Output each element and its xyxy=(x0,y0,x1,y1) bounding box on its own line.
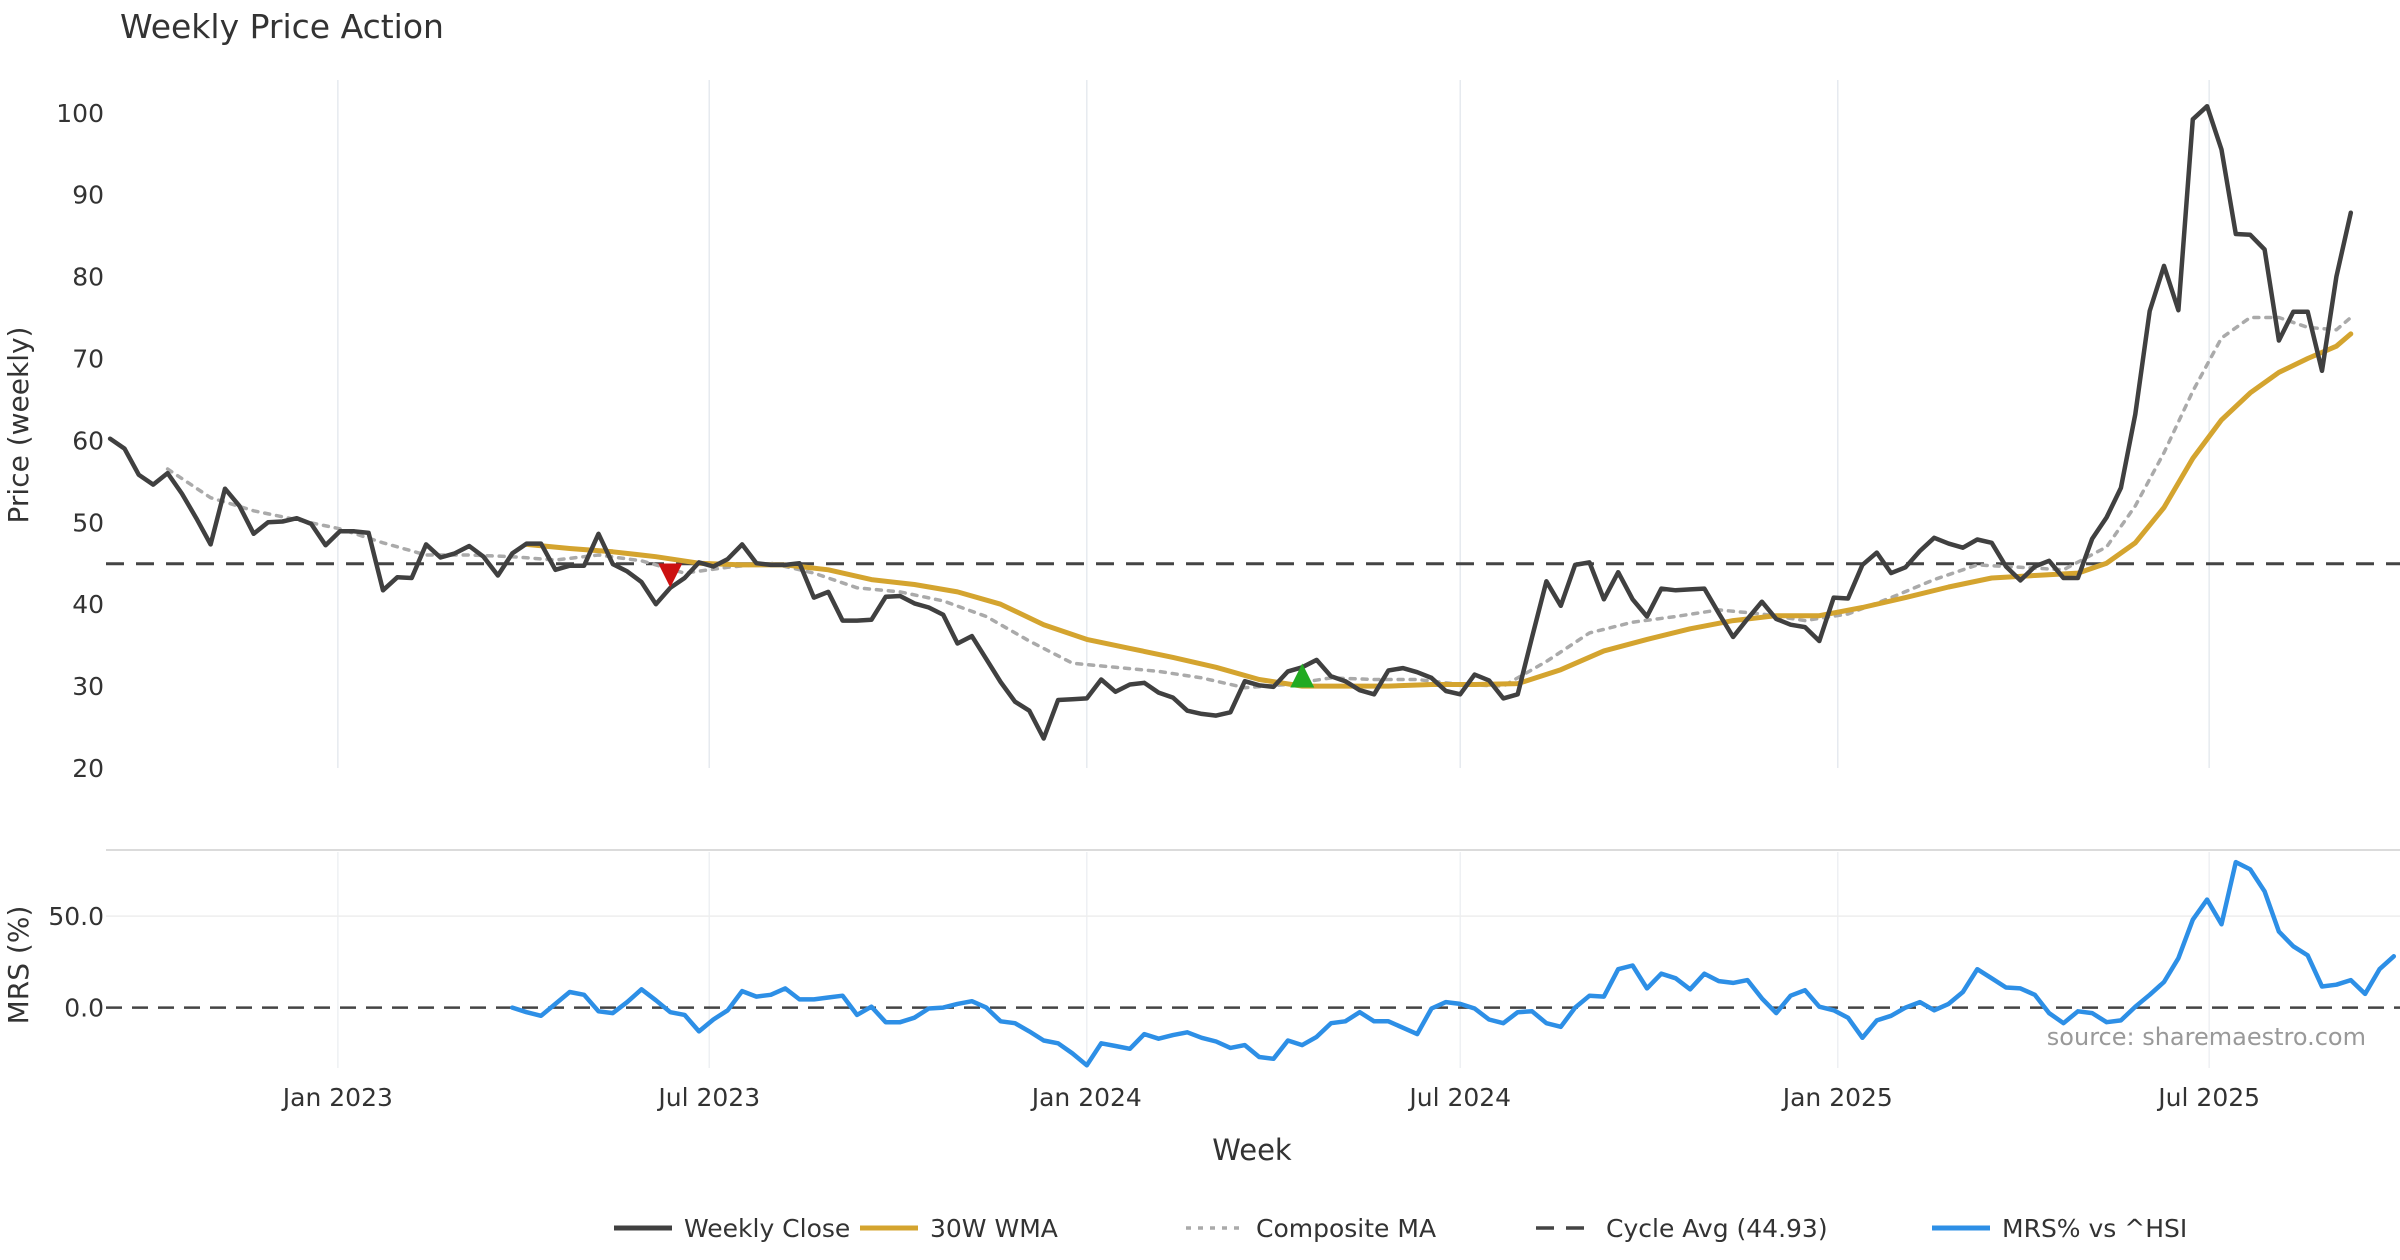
price-y-tick-label: 40 xyxy=(72,590,104,619)
weekly-close-line xyxy=(107,103,2354,741)
price-y-tick-label: 60 xyxy=(72,426,104,455)
legend: Weekly Close 30W WMA Composite MA Cycle Avg… xyxy=(614,1214,2187,1243)
x-tick-label: Jul 2025 xyxy=(2156,1083,2260,1112)
legend-label: Composite MA xyxy=(1256,1214,1436,1243)
x-tick-label: Jan 2023 xyxy=(281,1083,393,1112)
mrs-line xyxy=(510,859,2397,1068)
x-axis: Jan 2023 Jul 2023 Jan 2024 Jul 2024 Jan 2025… xyxy=(281,1083,2260,1112)
price-y-tick-label: 90 xyxy=(72,181,104,210)
x-axis-label: Week xyxy=(1212,1133,1292,1167)
source-label: source: sharemaestro.com xyxy=(2047,1023,2366,1051)
composite-ma-line xyxy=(165,315,2353,690)
price-y-tick-label: 20 xyxy=(72,754,104,783)
mrs-y-tick-label: 50.0 xyxy=(48,902,104,931)
chart-title: Weekly Price Action xyxy=(120,7,444,46)
price-y-tick-label: 100 xyxy=(56,99,104,128)
x-tick-label: Jul 2023 xyxy=(656,1083,760,1112)
mrs-y-axis-label: MRS (%) xyxy=(2,906,35,1025)
legend-label: Weekly Close xyxy=(684,1214,850,1243)
price-y-axis-label: Price (weekly) xyxy=(2,327,35,524)
x-tick-label: Jul 2024 xyxy=(1407,1083,1511,1112)
mrs-panel: 0.0 50.0 xyxy=(48,849,2400,1068)
legend-label: MRS% vs ^HSI xyxy=(2002,1214,2187,1243)
mrs-y-tick-label: 0.0 xyxy=(64,994,104,1023)
x-tick-label: Jan 2025 xyxy=(1781,1083,1893,1112)
wma-30w-line xyxy=(524,331,2354,689)
price-y-tick-label: 80 xyxy=(72,263,104,292)
buy-signal-marker xyxy=(1290,663,1315,688)
x-tick-label: Jan 2024 xyxy=(1030,1083,1142,1112)
legend-label: 30W WMA xyxy=(930,1214,1058,1243)
legend-label: Cycle Avg (44.93) xyxy=(1606,1214,1828,1243)
price-panel: 20 30 40 50 60 70 80 90 100 xyxy=(56,80,2400,783)
price-y-tick-label: 70 xyxy=(72,344,104,373)
sell-signal-marker xyxy=(658,563,683,588)
price-y-tick-label: 30 xyxy=(72,672,104,701)
price-y-tick-label: 50 xyxy=(72,508,104,537)
